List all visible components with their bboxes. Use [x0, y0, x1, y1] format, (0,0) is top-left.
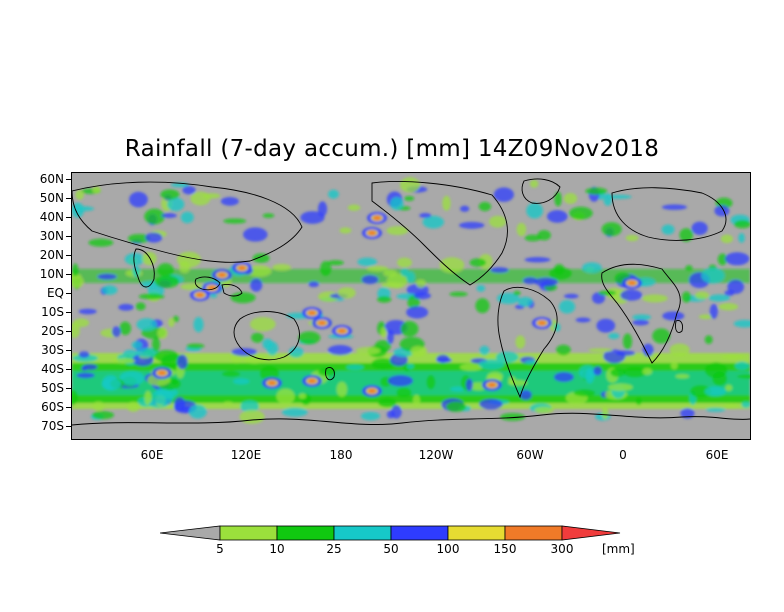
- latitude-axis: 60N 50N 40N 30N 20N 10N EQ 10S 20S 30S 40S 50S 60S 70…: [0, 172, 71, 438]
- lat-tick: [66, 369, 71, 370]
- lat-tick: [66, 407, 71, 408]
- antarctica-coastline: [72, 412, 750, 426]
- colorbar-swatch: [276, 525, 335, 541]
- colorbar-swatch: [447, 525, 506, 541]
- colorbar-unit: [mm]: [602, 542, 635, 556]
- lat-label: 50S: [41, 381, 64, 395]
- colorbar: 5 10 25 50 100 150 300 [mm]: [159, 522, 640, 562]
- lat-label: 30N: [39, 229, 64, 243]
- lat-label: 10N: [39, 267, 64, 281]
- coastlines: [72, 178, 727, 399]
- lat-tick: [66, 388, 71, 389]
- lon-label: 180: [329, 448, 353, 462]
- lon-label: 0: [619, 448, 627, 462]
- map-title: Rainfall (7-day accum.) [mm] 14Z09Nov201…: [124, 136, 660, 162]
- lat-label: 60S: [41, 400, 64, 414]
- lat-tick: [66, 179, 71, 180]
- lat-tick: [66, 426, 71, 427]
- lat-label: 40N: [39, 210, 64, 224]
- lat-label: 70S: [41, 419, 64, 433]
- longitude-axis: 60E 120E 180 120W 60W 0 60E: [71, 446, 751, 462]
- rainfall-field: [72, 173, 750, 439]
- lat-label: EQ: [46, 286, 64, 300]
- lon-label: 60E: [140, 448, 164, 462]
- lat-label: 50N: [39, 191, 64, 205]
- lat-tick: [66, 217, 71, 218]
- lat-tick: [66, 350, 71, 351]
- colorbar-above-arrow: [561, 525, 621, 541]
- colorbar-swatch: [504, 525, 563, 541]
- colorbar-swatch: [219, 525, 278, 541]
- lat-label: 60N: [39, 172, 64, 186]
- lat-label: 30S: [41, 343, 64, 357]
- lat-tick: [66, 331, 71, 332]
- colorbar-swatch: [333, 525, 392, 541]
- lat-tick: [66, 293, 71, 294]
- lat-label: 10S: [41, 305, 64, 319]
- colorbar-label: 10: [269, 542, 285, 556]
- lat-label: 20S: [41, 324, 64, 338]
- colorbar-label: 25: [326, 542, 342, 556]
- colorbar-swatch: [390, 525, 449, 541]
- lon-label: 60E: [705, 448, 729, 462]
- lat-tick: [66, 274, 71, 275]
- colorbar-swatches: [159, 525, 621, 541]
- lat-tick: [66, 255, 71, 256]
- colorbar-label: 100: [436, 542, 460, 556]
- colorbar-below-arrow: [159, 525, 221, 541]
- lat-tick: [66, 236, 71, 237]
- rainfall-map[interactable]: [71, 172, 751, 440]
- lon-label: 120E: [230, 448, 262, 462]
- colorbar-label: 5: [216, 542, 224, 556]
- lon-label: 60W: [516, 448, 544, 462]
- lon-label: 120W: [418, 448, 454, 462]
- lat-label: 40S: [41, 362, 64, 376]
- lat-tick: [66, 312, 71, 313]
- colorbar-label: 150: [493, 542, 517, 556]
- colorbar-label: 50: [383, 542, 399, 556]
- lat-tick: [66, 198, 71, 199]
- colorbar-label: 300: [550, 542, 574, 556]
- lat-label: 20N: [39, 248, 64, 262]
